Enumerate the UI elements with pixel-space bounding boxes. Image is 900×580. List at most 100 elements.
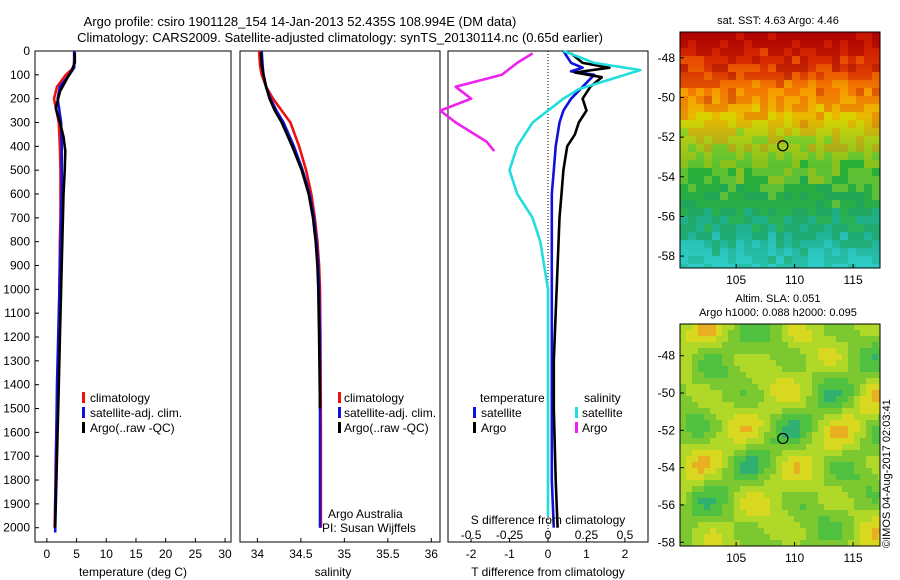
sst-map-ticks: 105 110 115 -48 -50 -52 -54 -56 -58 bbox=[658, 51, 863, 287]
legend-label-s-argo: Argo bbox=[582, 421, 608, 435]
sst-map-title: sat. SST: 4.63 Argo: 4.46 bbox=[717, 15, 839, 27]
depth-tick-label: 800 bbox=[10, 235, 30, 249]
depth-tick-label: 1700 bbox=[3, 449, 30, 463]
x-tick-label: -1 bbox=[504, 547, 515, 561]
x-tick-label: 0 bbox=[44, 547, 51, 561]
salinity-series-lines bbox=[257, 50, 323, 528]
temperature-profile-panel: 0100200300400500600700800900100011001200… bbox=[3, 44, 232, 579]
x-tick-label: 34 bbox=[251, 547, 265, 561]
depth-tick-label: 1800 bbox=[3, 473, 30, 487]
x-tick-label: 2 bbox=[622, 547, 629, 561]
s-difference-axis-ticks: -0.5 -0.25 0 0.25 0.5 bbox=[461, 528, 634, 542]
x-tick-label: 35.5 bbox=[376, 547, 400, 561]
difference-profile-panel: -2 -1 0 1 2 -0.5 -0.25 0 0.25 0.5 S difference f… bbox=[438, 49, 649, 579]
legend-swatch-argo bbox=[82, 422, 85, 433]
salinity-plot-frame bbox=[239, 50, 441, 543]
map-y-tick-label: -48 bbox=[658, 51, 676, 65]
legend-label-t-satellite: satellite bbox=[481, 406, 522, 420]
depth-tick-label: 1600 bbox=[3, 425, 30, 439]
map-x-tick-label: 115 bbox=[844, 551, 863, 565]
t-difference-xlabel: T difference from climatology bbox=[471, 565, 625, 579]
argo-float-marker bbox=[777, 140, 789, 152]
legend-label-s-satellite: satellite bbox=[582, 406, 623, 420]
x-tick-label: 5 bbox=[73, 547, 80, 561]
x-tick-label: 25 bbox=[189, 547, 203, 561]
map-x-tick-label: 105 bbox=[726, 273, 746, 287]
legend-swatch-t-satellite bbox=[473, 407, 476, 418]
series-line-argo---raw--qc- bbox=[53, 52, 77, 528]
s-difference-label: S difference from climatology bbox=[471, 513, 626, 527]
depth-axis-ticks: 0 100 200 300 400 500 600 700 800 900 1000 1100 1200… bbox=[3, 44, 39, 535]
s-diff-tick-label: 0 bbox=[545, 528, 552, 542]
sla-map-title-line2: Argo h1000: 0.088 h2000: 0.095 bbox=[699, 307, 857, 319]
legend-swatch-climatology bbox=[338, 392, 341, 403]
imos-timestamp: ©IMOS 04-Aug-2017 02:03:41 bbox=[881, 399, 893, 548]
depth-tick-label: 600 bbox=[10, 187, 30, 201]
map-y-tick-label: -52 bbox=[658, 130, 676, 144]
temperature-axis-ticks: 0 5 10 15 20 25 30 bbox=[44, 538, 232, 561]
temperature-series-lines bbox=[52, 51, 77, 533]
depth-tick-label: 1100 bbox=[4, 306, 30, 320]
map-y-tick-label: -50 bbox=[658, 90, 676, 104]
depth-tick-label: 200 bbox=[10, 92, 30, 106]
depth-tick-label: 500 bbox=[10, 163, 30, 177]
series-line-argo bbox=[552, 52, 611, 528]
legend-swatch-climatology bbox=[82, 392, 85, 403]
figure-title-line2: Climatology: CARS2009. Satellite-adjuste… bbox=[77, 30, 603, 45]
legend-swatch-s-satellite bbox=[575, 407, 578, 418]
x-tick-label: 30 bbox=[218, 547, 232, 561]
argo-float-marker bbox=[777, 432, 789, 445]
map-y-tick-label: -54 bbox=[658, 461, 676, 475]
argo-australia-credit: Argo Australia bbox=[328, 507, 403, 521]
legend-label-climatology: climatology bbox=[344, 391, 404, 405]
sst-heatmap bbox=[680, 32, 880, 268]
x-tick-label: 10 bbox=[100, 547, 114, 561]
map-y-tick-label: -56 bbox=[658, 209, 676, 223]
sla-map-ticks: 105 110 115 -48 -50 -52 -54 -56 -58 bbox=[658, 349, 863, 565]
x-tick-label: 20 bbox=[159, 547, 173, 561]
depth-tick-label: 1400 bbox=[3, 378, 30, 392]
figure-title-line1: Argo profile: csiro 1901128_154 14-Jan-2… bbox=[84, 14, 517, 29]
depth-tick-label: 1200 bbox=[3, 330, 30, 344]
sla-map-title-line1: Altim. SLA: 0.051 bbox=[736, 293, 821, 305]
map-x-tick-label: 115 bbox=[844, 273, 863, 287]
map-x-tick-label: 110 bbox=[785, 273, 804, 287]
x-tick-label: 34.5 bbox=[289, 547, 313, 561]
map-y-tick-label: -54 bbox=[658, 170, 676, 184]
map-y-tick-label: -48 bbox=[658, 349, 676, 363]
x-tick-label: 1 bbox=[583, 547, 590, 561]
legend-header-temperature: temperature bbox=[480, 391, 545, 405]
map-y-tick-label: -56 bbox=[658, 498, 676, 512]
s-diff-tick-label: 0.25 bbox=[575, 528, 599, 542]
pi-credit: PI: Susan Wijffels bbox=[322, 521, 416, 535]
map-x-tick-label: 105 bbox=[726, 551, 746, 565]
sla-map-panel: Altim. SLA: 0.051 Argo h1000: 0.088 h200… bbox=[658, 293, 881, 565]
legend-label-satellite: satellite-adj. clim. bbox=[344, 406, 436, 420]
salinity-axis-ticks: 34 34.5 35 35.5 36 bbox=[251, 538, 439, 561]
map-x-tick-label: 110 bbox=[785, 551, 804, 565]
depth-tick-label: 700 bbox=[10, 211, 30, 225]
series-line-argo bbox=[438, 52, 534, 152]
salinity-profile-panel: 34 34.5 35 35.5 36 salinity climatology sate… bbox=[239, 50, 441, 579]
series-line-satellite bbox=[550, 50, 596, 528]
temperature-plot-frame bbox=[34, 50, 232, 543]
legend-label-t-argo: Argo bbox=[481, 421, 507, 435]
depth-tick-label: 100 bbox=[10, 68, 30, 82]
depth-tick-label: 400 bbox=[10, 139, 30, 153]
map-y-tick-label: -52 bbox=[658, 423, 676, 437]
difference-legend: temperature satellite Argo salinity sate… bbox=[473, 391, 623, 435]
x-tick-label: 35 bbox=[338, 547, 352, 561]
legend-swatch-satellite bbox=[82, 407, 85, 418]
legend-swatch-s-argo bbox=[575, 422, 578, 433]
depth-tick-label: 900 bbox=[10, 259, 30, 273]
depth-tick-label: 300 bbox=[10, 116, 30, 130]
depth-tick-label: 2000 bbox=[3, 521, 30, 535]
s-diff-tick-label: -0.5 bbox=[461, 528, 482, 542]
difference-series-lines bbox=[438, 49, 642, 528]
x-tick-label: 36 bbox=[425, 547, 439, 561]
legend-label-argo: Argo(..raw -QC) bbox=[344, 421, 429, 435]
legend-label-climatology: climatology bbox=[90, 391, 150, 405]
series-line-satellite bbox=[508, 49, 642, 516]
temperature-xlabel: temperature (deg C) bbox=[79, 565, 187, 579]
